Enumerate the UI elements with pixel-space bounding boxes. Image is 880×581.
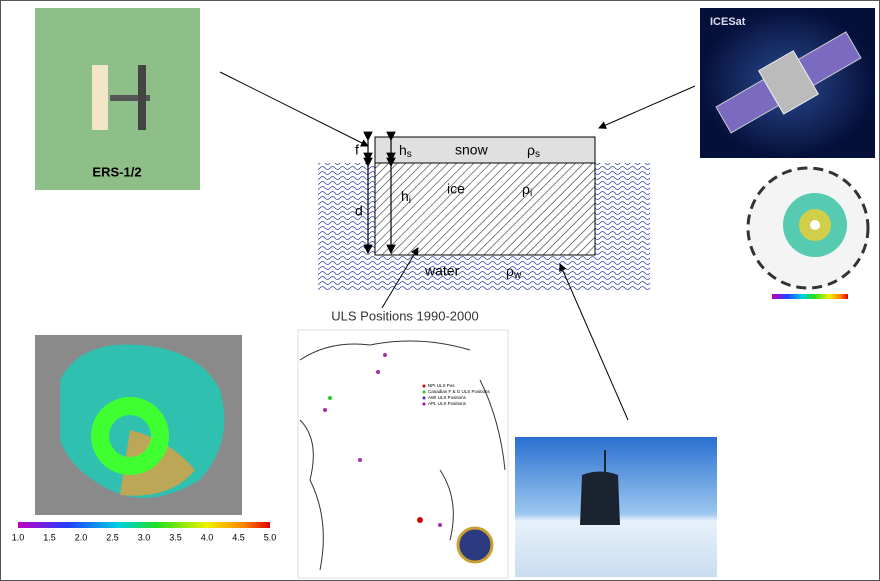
- snow-density: ρs: [527, 142, 540, 160]
- snow-thickness: hs: [399, 142, 412, 160]
- label-base: h: [401, 188, 409, 204]
- diagram-labels: hs snow ρs f d hi ice ρi water ρw: [355, 142, 540, 281]
- polar-colorbar: [772, 294, 848, 299]
- legend-entry: NPI ULS Pos: [428, 383, 455, 388]
- uls-legend: NPI ULS Pos Canadian F & G ULS Positions…: [428, 383, 491, 406]
- colorbar-label: 2.5: [106, 532, 119, 542]
- ers-panel: [110, 95, 150, 101]
- colorbar-label: 4.5: [232, 532, 245, 542]
- ers-satellite: [92, 65, 108, 130]
- colorbar-label: 2.0: [75, 532, 88, 542]
- uls-points: [323, 353, 442, 527]
- colorbar-label: 5.0: [264, 532, 277, 542]
- ice-density: ρi: [522, 181, 532, 199]
- ice-label: ice: [447, 181, 465, 197]
- label-sub: s: [535, 149, 540, 160]
- draft-label: d: [355, 203, 363, 219]
- ice-block: [374, 162, 596, 256]
- legend-entry: Canadian F & G ULS Positions: [428, 389, 491, 394]
- label-base: ρ: [527, 142, 535, 158]
- ice-thickness: hi: [401, 188, 411, 206]
- legend-entry: AWI ULS Positions: [428, 395, 467, 400]
- coastline: [299, 340, 506, 571]
- submarine-sail: [580, 471, 620, 525]
- uls-title: ULS Positions 1990-2000: [331, 308, 478, 323]
- thickness-colorbar: [18, 522, 270, 528]
- legend-entry: APL ULS Positions: [428, 401, 467, 406]
- colorbar-labels: 1.0 1.5 2.0 2.5 3.0 3.5 4.0 4.5 5.0: [12, 532, 277, 542]
- colorbar-label: 4.0: [201, 532, 214, 542]
- snow-layer: [374, 136, 596, 164]
- label-sub: s: [407, 149, 412, 160]
- snow-label: snow: [455, 142, 489, 158]
- freeboard-label: f: [355, 142, 359, 158]
- colorbar-label: 1.0: [12, 532, 25, 542]
- water-density: ρw: [506, 263, 522, 281]
- colorbar-label: 1.5: [43, 532, 56, 542]
- label-sub: i: [409, 195, 411, 206]
- logo: [456, 526, 494, 564]
- ers-label: ERS-1/2: [92, 164, 141, 179]
- label-sub: w: [513, 270, 522, 281]
- label-sub: i: [530, 188, 532, 199]
- label-base: ρ: [522, 181, 530, 197]
- colorbar-label: 3.0: [138, 532, 151, 542]
- water-label: water: [424, 263, 460, 279]
- pole-hole: [91, 397, 169, 475]
- icesat-satellite: [715, 31, 862, 134]
- colorbar-label: 3.5: [169, 532, 182, 542]
- ers-panel: [138, 65, 146, 130]
- legend-symbols: [422, 384, 426, 406]
- polar-hole: [810, 220, 820, 230]
- pointer-arrows: [219, 71, 696, 421]
- label-base: ρ: [506, 263, 514, 279]
- icesat-label: ICESat: [710, 16, 746, 28]
- label-base: h: [399, 142, 407, 158]
